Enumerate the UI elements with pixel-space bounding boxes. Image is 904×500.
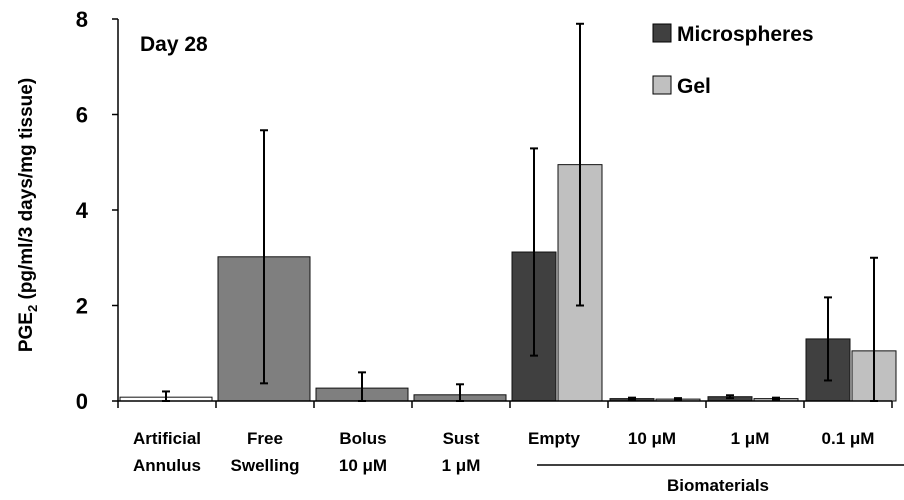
y-axis-title-main: PGE bbox=[16, 312, 37, 352]
legend-label-gel: Gel bbox=[677, 75, 711, 98]
x-tick-label-line2: 1 μM bbox=[442, 456, 481, 475]
x-axis: Artificial Annulus Free Swelling Bolus 10 μM S… bbox=[117, 400, 893, 475]
legend-label-microspheres: Microspheres bbox=[677, 23, 814, 46]
x-tick-label: 1 μM bbox=[731, 429, 770, 448]
x-tick-label: Bolus bbox=[339, 429, 386, 448]
legend-swatch-gel bbox=[652, 75, 672, 95]
y-tick-label: 6 bbox=[76, 103, 88, 128]
x-tick-label-line2: Annulus bbox=[133, 456, 201, 475]
legend: Microspheres Gel bbox=[652, 23, 814, 98]
x-tick-label: Sust bbox=[443, 429, 480, 448]
y-axis-title: PGE2 (pg/ml/3 days/mg tissue) bbox=[16, 78, 40, 352]
day-annotation: Day 28 bbox=[140, 33, 208, 56]
y-tick-label: 4 bbox=[76, 198, 89, 223]
x-tick-label: Empty bbox=[528, 429, 581, 448]
x-tick-label-line2: 10 μM bbox=[339, 456, 387, 475]
x-tick-label: 10 μM bbox=[628, 429, 676, 448]
y-tick-label: 8 bbox=[76, 7, 88, 32]
bars bbox=[119, 22, 897, 402]
y-axis-title-subscript: 2 bbox=[25, 305, 40, 312]
y-tick-label: 0 bbox=[76, 389, 88, 414]
x-tick-label: Free bbox=[247, 429, 283, 448]
x-tick-label-line2: Swelling bbox=[231, 456, 300, 475]
x-tick-label: 0.1 μM bbox=[822, 429, 875, 448]
y-tick-label: 2 bbox=[76, 294, 88, 319]
y-axis-title-units: (pg/ml/3 days/mg tissue) bbox=[16, 78, 37, 305]
y-axis: 0 2 4 6 8 bbox=[76, 7, 119, 414]
x-tick-label: Artificial bbox=[133, 429, 201, 448]
biomaterials-label: Biomaterials bbox=[667, 476, 769, 495]
legend-swatch-microspheres bbox=[652, 23, 672, 43]
